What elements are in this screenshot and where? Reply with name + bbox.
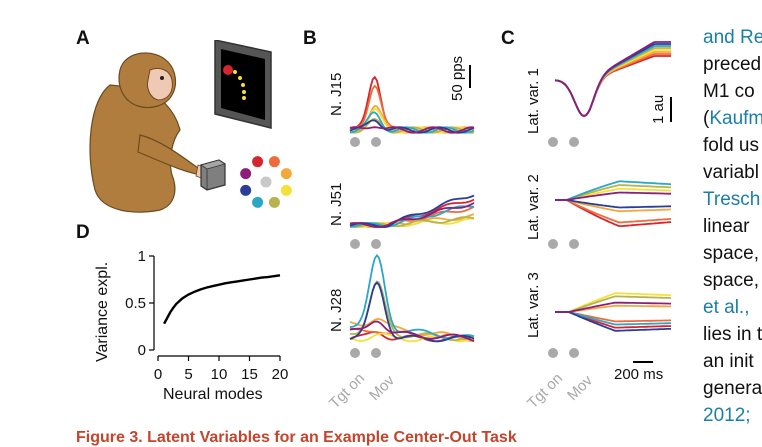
body-text-line: genera: [703, 378, 762, 399]
panel-b-row-1-label: N. J15: [328, 72, 345, 116]
panel-b-traces: [349, 65, 475, 343]
latent-var-1-trace: [554, 41, 671, 117]
target-color-wheel: [240, 156, 292, 208]
panel-letter-c: C: [501, 28, 515, 49]
event-marker: [569, 137, 579, 147]
body-text-line[interactable]: Tresch: [703, 189, 761, 210]
chart-d-ylabel: Variance expl.: [94, 261, 111, 362]
body-text-line: linear: [703, 216, 750, 237]
event-marker: [371, 348, 381, 358]
body-text-line[interactable]: and Re: [703, 27, 762, 48]
latent-var-2-trace: [555, 199, 671, 209]
y-tick-label: 0.5: [125, 295, 146, 312]
target-dot: [252, 196, 264, 208]
body-text-line[interactable]: et al.,: [703, 297, 750, 318]
neuron-j28-trace: [349, 320, 475, 342]
event-marker: [548, 239, 558, 249]
event-marker: [569, 239, 579, 249]
event-marker: [569, 348, 579, 358]
panel-c-row-1-label: Lat. var. 1: [525, 68, 542, 134]
event-marker: [371, 239, 381, 249]
chart-d-xlabel: Neural modes: [163, 386, 263, 403]
y-tick-label: 0: [138, 342, 146, 359]
panel-b-event-tgt-on: Tgt on: [326, 369, 369, 413]
monkey-icon: [89, 52, 209, 213]
neuron-j51-trace: [349, 202, 475, 228]
neuron-j28-trace: [349, 281, 475, 343]
body-text-line: lies in t: [703, 324, 762, 345]
panel-b-row-2-label: N. J51: [328, 182, 345, 226]
event-marker: [350, 137, 360, 147]
monitor-icon: [214, 40, 272, 129]
figure-caption: Figure 3. Latent Variables for an Exampl…: [76, 429, 517, 446]
target-dot: [280, 168, 292, 180]
joystick-box-icon: [200, 159, 226, 191]
body-text-column: and Re preced M1 co (Kaufm fold us variabl Tre…: [703, 24, 762, 429]
x-tick-label: 5: [184, 366, 192, 383]
latent-var-2-trace: [555, 199, 672, 224]
variance-curve: [163, 274, 281, 325]
latent-var-2-trace: [555, 199, 672, 228]
body-text-line: variabl: [703, 162, 759, 183]
latent-var-2-trace: [555, 180, 672, 201]
target-dot: [240, 168, 252, 180]
panel-c-scale-label: 1 au: [650, 94, 667, 124]
target-dot: [280, 184, 292, 196]
neuron-j51-trace: [349, 194, 475, 228]
body-text-line: an init: [703, 351, 754, 372]
panel-c-event-tgt-on: Tgt on: [524, 369, 567, 413]
body-text-line: space,: [703, 270, 759, 291]
panel-b-scale-label: 50 pps: [449, 55, 466, 101]
x-tick-label: 10: [211, 366, 228, 383]
variance-explained-chart: 00.510 5 10 15 20: [125, 248, 289, 383]
neuron-j15-trace: [349, 111, 475, 134]
x-tick-label: 20: [272, 366, 289, 383]
panel-b-event-mov: Mov: [366, 371, 399, 405]
center-target-dot: [260, 176, 272, 188]
target-dot: [252, 156, 264, 168]
target-dot: [268, 156, 280, 168]
panel-c-time-scale-label: 200 ms: [614, 366, 664, 383]
body-text-line: fold us: [703, 135, 759, 156]
event-marker: [371, 137, 381, 147]
body-text-line: M1 co: [703, 81, 755, 102]
panel-b-row-3-label: N. J28: [328, 288, 345, 332]
panel-letter-b: B: [303, 28, 317, 49]
target-dot: [268, 196, 280, 208]
panel-c-event-mov: Mov: [564, 371, 597, 405]
panel-letter-a: A: [76, 28, 90, 49]
panel-letter-d: D: [76, 222, 90, 243]
event-marker: [548, 348, 558, 358]
monkey-task-illustration: [89, 40, 272, 213]
latent-var-2-trace: [555, 191, 671, 201]
neuron-j15-trace: [349, 119, 475, 134]
neuron-j15-trace: [349, 126, 475, 134]
body-text-line[interactable]: (Kaufm: [703, 108, 762, 129]
x-tick-label: 0: [154, 366, 162, 383]
target-dot: [240, 184, 252, 196]
panel-c-row-2-label: Lat. var. 2: [525, 174, 542, 240]
panel-c-row-3-label: Lat. var. 3: [525, 272, 542, 338]
body-text-line: space,: [703, 243, 759, 264]
latent-var-3-trace: [555, 301, 671, 313]
panel-c-traces: [554, 41, 672, 363]
x-tick-label: 15: [241, 366, 258, 383]
event-marker: [548, 137, 558, 147]
body-text-line: preced: [703, 54, 762, 75]
event-marker: [350, 239, 360, 249]
latent-var-3-trace: [555, 311, 672, 332]
body-text-line[interactable]: 2012;: [703, 405, 751, 426]
event-marker: [350, 348, 360, 358]
y-tick-label: 1: [138, 248, 146, 265]
